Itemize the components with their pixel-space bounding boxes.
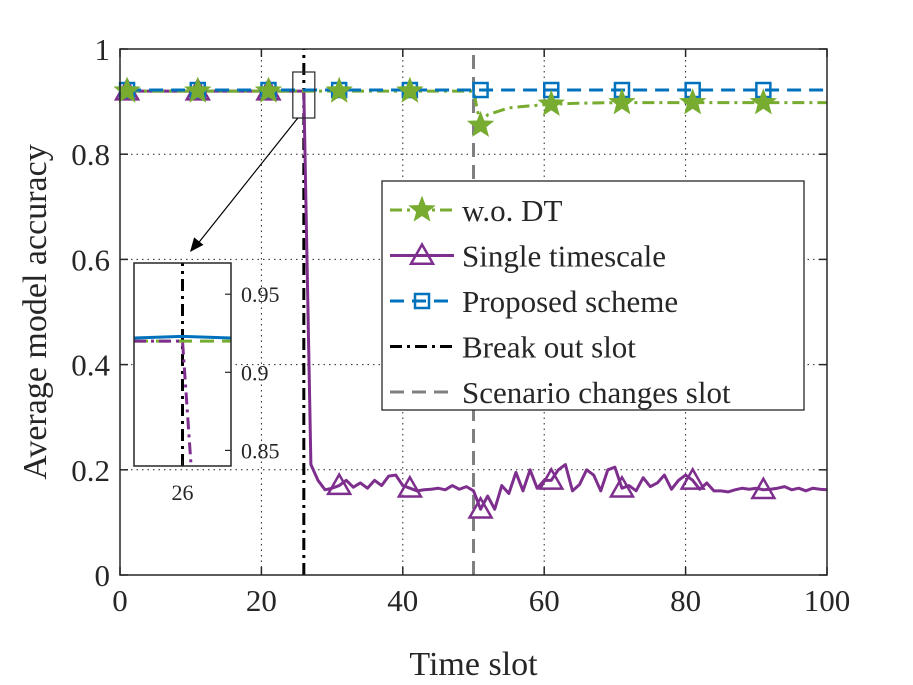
series-marker-1 <box>467 495 494 519</box>
series-marker-0 <box>184 76 212 103</box>
series-marker-1 <box>538 466 565 490</box>
series-marker-1 <box>679 466 706 490</box>
series-marker-0 <box>113 76 141 103</box>
x-tick-label: 80 <box>670 583 701 618</box>
series-marker-0 <box>608 88 636 115</box>
inset-series-line-0 <box>133 334 232 340</box>
x-tick-label: 20 <box>246 583 277 618</box>
legend: w.o. DT Single timescale Proposed scheme Br… <box>381 180 805 411</box>
series-marker-0 <box>466 110 495 137</box>
legend-marker-1 <box>408 241 436 265</box>
zoom-box <box>292 71 316 119</box>
series-marker-2 <box>472 81 489 99</box>
series-marker-1 <box>608 474 636 498</box>
series-marker-1 <box>326 472 353 496</box>
inset-x-tick-label: 26 <box>172 480 194 505</box>
x-tick-label: 0 <box>112 583 128 618</box>
series-marker-0 <box>254 76 283 103</box>
zoom-arrow-line <box>195 117 299 247</box>
y-tick-label: 0.8 <box>71 137 110 172</box>
plot-frame <box>119 48 828 576</box>
series-marker-0 <box>749 88 778 115</box>
legend-entry-3: Break out slot <box>462 330 636 365</box>
y-tick-label: 0 <box>95 558 111 593</box>
zoom-callout <box>190 71 316 252</box>
y-tick-label: 1 <box>95 32 111 67</box>
series-marker-1 <box>396 474 424 498</box>
zoom-arrow-head <box>190 237 204 252</box>
legend-box <box>381 180 805 411</box>
legend-entry-1: Single timescale <box>462 239 666 274</box>
series-marker-0 <box>325 76 353 103</box>
y-tick-label: 0.6 <box>71 242 110 277</box>
x-tick-label: 60 <box>529 583 560 618</box>
legend-marker-0 <box>408 195 436 222</box>
series-marker-0 <box>678 88 707 115</box>
series-marker-0 <box>537 89 565 116</box>
x-axis-label: Time slot <box>409 646 538 683</box>
inset-series-line-2 <box>134 339 193 465</box>
y-tick-label: 0.4 <box>71 348 110 383</box>
series-marker-0 <box>396 76 424 103</box>
legend-entry-0: w.o. DT <box>462 193 563 228</box>
legend-entry-2: Proposed scheme <box>462 284 678 319</box>
x-tick-label: 40 <box>387 583 418 618</box>
y-tick-label: 0.2 <box>71 453 110 488</box>
legend-entry-4: Scenario changes slot <box>462 375 731 410</box>
series-marker-1 <box>750 476 777 500</box>
zoom-inset: 26 0.85 0.9 0.95 <box>133 262 280 505</box>
legend-marker-2 <box>413 292 431 310</box>
inset-y-tick-label: 0.9 <box>241 360 269 385</box>
x-tick-label: 100 <box>804 583 851 618</box>
y-axis-label: Average model accuracy <box>17 144 54 479</box>
inset-y-tick-label: 0.85 <box>241 438 280 463</box>
inset-y-tick-label: 0.95 <box>241 282 280 307</box>
